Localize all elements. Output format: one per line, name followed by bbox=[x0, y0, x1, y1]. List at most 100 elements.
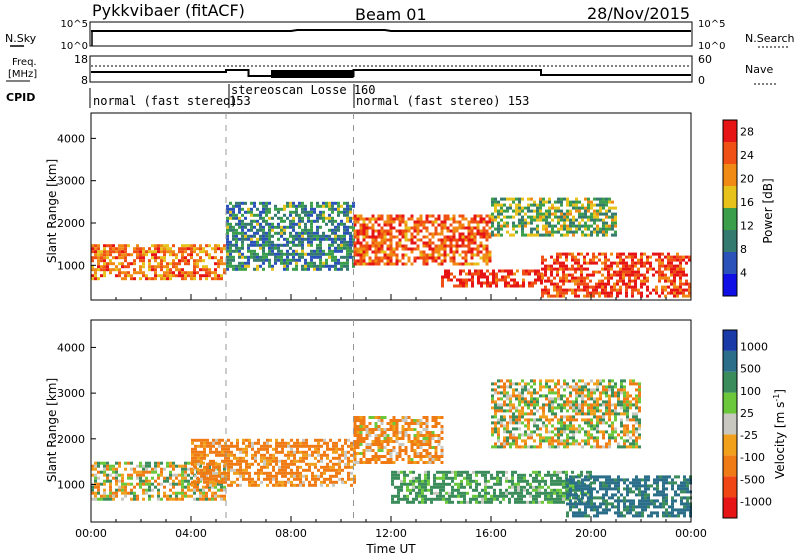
heatmap-cell bbox=[551, 409, 554, 412]
heatmap-cell bbox=[521, 433, 524, 436]
heatmap-cell bbox=[280, 244, 283, 247]
heatmap-cell bbox=[190, 489, 193, 492]
heatmap-cell bbox=[578, 427, 581, 430]
heatmap-cell bbox=[572, 388, 575, 391]
heatmap-cell bbox=[469, 486, 472, 489]
heatmap-cell bbox=[349, 244, 352, 247]
y-tick-label: 3000 bbox=[57, 175, 85, 188]
heatmap-cell bbox=[595, 262, 598, 265]
heatmap-cell bbox=[542, 198, 545, 201]
heatmap-cell bbox=[94, 250, 97, 253]
heatmap-cell bbox=[548, 222, 551, 225]
heatmap-cell bbox=[599, 445, 602, 448]
heatmap-cell bbox=[536, 204, 539, 207]
heatmap-cell bbox=[503, 418, 506, 421]
freq-unit: [MHz] bbox=[8, 69, 37, 80]
heatmap-cell bbox=[328, 244, 331, 247]
heatmap-cell bbox=[530, 403, 533, 406]
heatmap-cell bbox=[532, 495, 535, 498]
heatmap-cell bbox=[241, 256, 244, 259]
heatmap-cell bbox=[304, 262, 307, 265]
heatmap-cell bbox=[396, 458, 399, 461]
heatmap-cell bbox=[602, 388, 605, 391]
heatmap-cell bbox=[432, 221, 435, 224]
heatmap-cell bbox=[438, 437, 441, 440]
heatmap-cell bbox=[326, 463, 329, 466]
heatmap-cell bbox=[199, 268, 202, 271]
heatmap-cell bbox=[554, 439, 557, 442]
heatmap-cell bbox=[375, 221, 378, 224]
heatmap-cell bbox=[512, 442, 515, 445]
heatmap-cell bbox=[154, 274, 157, 277]
heatmap-cell bbox=[553, 295, 556, 298]
heatmap-cell bbox=[602, 379, 605, 382]
heatmap-cell bbox=[652, 268, 655, 271]
heatmap-cell bbox=[518, 222, 521, 225]
heatmap-cell bbox=[667, 259, 670, 262]
heatmap-cell bbox=[372, 239, 375, 242]
heatmap-cell bbox=[399, 230, 402, 233]
heatmap-cell bbox=[247, 265, 250, 268]
heatmap-cell bbox=[163, 265, 166, 268]
heatmap-cell bbox=[295, 208, 298, 211]
heatmap-cell bbox=[599, 201, 602, 204]
heatmap-cell bbox=[369, 416, 372, 419]
heatmap-cell bbox=[685, 256, 688, 259]
heatmap-cell bbox=[518, 219, 521, 222]
heatmap-cell bbox=[586, 286, 589, 289]
heatmap-cell bbox=[94, 271, 97, 274]
heatmap-cell bbox=[328, 238, 331, 241]
heatmap-cell bbox=[679, 256, 682, 259]
heatmap-cell bbox=[527, 234, 530, 237]
heatmap-cell bbox=[447, 276, 450, 279]
heatmap-cell bbox=[381, 440, 384, 443]
heatmap-cell bbox=[483, 218, 486, 221]
heatmap-cell bbox=[637, 268, 640, 271]
heatmap-cell bbox=[320, 454, 323, 457]
heatmap-cell bbox=[290, 475, 293, 478]
heatmap-cell bbox=[366, 425, 369, 428]
heatmap-cell bbox=[209, 469, 212, 472]
heatmap-cell bbox=[271, 229, 274, 232]
heatmap-cell bbox=[679, 292, 682, 295]
heatmap-cell bbox=[497, 439, 500, 442]
heatmap-cell bbox=[408, 227, 411, 230]
heatmap-cell bbox=[533, 397, 536, 400]
heatmap-cell bbox=[527, 400, 530, 403]
heatmap-cell bbox=[160, 259, 163, 262]
heatmap-cell bbox=[344, 454, 347, 457]
heatmap-cell bbox=[393, 416, 396, 419]
heatmap-cell bbox=[599, 204, 602, 207]
heatmap-cell bbox=[611, 388, 614, 391]
heatmap-cell bbox=[178, 262, 181, 265]
heatmap-cell bbox=[529, 495, 532, 498]
heatmap-cell bbox=[400, 486, 403, 489]
heatmap-cell bbox=[289, 241, 292, 244]
heatmap-cell bbox=[420, 434, 423, 437]
heatmap-cell bbox=[420, 419, 423, 422]
heatmap-cell bbox=[517, 498, 520, 501]
heatmap-cell bbox=[559, 477, 562, 480]
heatmap-cell bbox=[212, 472, 215, 475]
heatmap-cell bbox=[248, 445, 251, 448]
heatmap-cell bbox=[530, 433, 533, 436]
heatmap-cell bbox=[584, 222, 587, 225]
heatmap-cell bbox=[623, 385, 626, 388]
heatmap-cell bbox=[601, 286, 604, 289]
heatmap-cell bbox=[289, 226, 292, 229]
heatmap-cell bbox=[280, 235, 283, 238]
heatmap-cell bbox=[175, 483, 178, 486]
heatmap-cell bbox=[490, 474, 493, 477]
heatmap-cell bbox=[396, 215, 399, 218]
heatmap-cell bbox=[328, 256, 331, 259]
heatmap-cell bbox=[184, 486, 187, 489]
heatmap-cell bbox=[441, 230, 444, 233]
heatmap-cell bbox=[366, 449, 369, 452]
heatmap-cell bbox=[590, 409, 593, 412]
heatmap-cell bbox=[387, 239, 390, 242]
heatmap-cell bbox=[205, 498, 208, 501]
heatmap-cell bbox=[533, 201, 536, 204]
heatmap-cell bbox=[402, 434, 405, 437]
heatmap-cell bbox=[566, 397, 569, 400]
heatmap-cell bbox=[399, 419, 402, 422]
